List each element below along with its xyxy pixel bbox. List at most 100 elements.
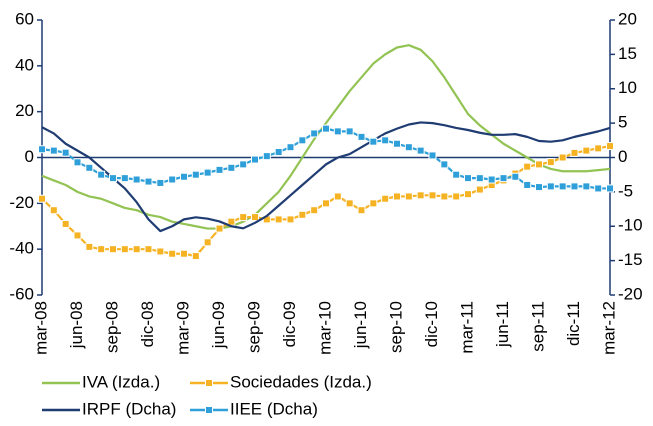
data-point <box>286 143 295 152</box>
data-point <box>310 206 319 215</box>
y2-tick-label: 0 <box>618 147 627 166</box>
data-point <box>546 182 555 191</box>
data-point <box>523 181 532 189</box>
data-point <box>416 146 425 155</box>
data-point <box>73 158 82 167</box>
data-point <box>85 242 94 251</box>
data-point <box>558 182 567 191</box>
data-point <box>333 127 342 136</box>
data-point <box>594 144 603 153</box>
data-point <box>144 177 153 186</box>
data-point <box>558 153 567 162</box>
x-tick-label: jun-10 <box>351 301 370 349</box>
data-point <box>120 174 129 183</box>
data-point <box>345 199 354 208</box>
data-point <box>109 245 117 254</box>
data-point <box>428 151 437 160</box>
x-tick-label: mar-08 <box>31 301 50 355</box>
legend-item: IIEE (Dcha) <box>190 399 318 418</box>
data-point <box>606 184 614 193</box>
data-point <box>49 206 58 215</box>
x-tick-label: dic-10 <box>422 301 441 347</box>
data-point <box>464 174 472 183</box>
data-point <box>168 249 177 258</box>
data-point <box>404 143 413 152</box>
data-point <box>203 238 212 247</box>
data-point <box>120 245 129 254</box>
data-point <box>487 175 496 184</box>
y-tick-label: 20 <box>15 101 34 120</box>
y2-tick-label: -20 <box>618 284 643 303</box>
data-point <box>61 219 70 228</box>
data-point <box>97 245 106 254</box>
x-tick-label: jun-11 <box>493 301 512 348</box>
legend-label: IRPF (Dcha) <box>82 399 176 418</box>
data-point <box>97 170 106 179</box>
data-point <box>156 178 165 187</box>
data-point <box>310 129 319 138</box>
data-point <box>322 199 330 208</box>
y2-tick-label: -15 <box>618 250 643 269</box>
data-point <box>570 148 579 157</box>
data-point <box>132 175 141 184</box>
data-point <box>464 190 472 199</box>
data-point <box>606 142 614 151</box>
data-point <box>227 163 236 172</box>
series-line <box>41 121 611 233</box>
x-tick-label: mar-10 <box>315 301 334 355</box>
data-point <box>511 172 520 181</box>
data-point <box>191 170 200 179</box>
data-point <box>475 185 484 194</box>
data-point <box>393 139 401 148</box>
data-point <box>38 145 46 154</box>
data-point <box>582 182 591 191</box>
data-point <box>357 206 366 215</box>
y-tick-label: -60 <box>9 284 34 303</box>
data-point <box>61 148 70 157</box>
data-point <box>298 210 307 219</box>
data-point <box>404 192 413 201</box>
data-point <box>357 132 366 141</box>
data-point <box>369 199 378 208</box>
data-point <box>594 184 603 193</box>
legend-marker <box>205 379 213 387</box>
data-point <box>499 174 508 183</box>
y-tick-label: 0 <box>25 147 34 166</box>
y-tick-label: -20 <box>9 193 34 212</box>
x-tick-label: mar-12 <box>599 301 618 355</box>
data-point <box>416 191 425 200</box>
x-tick-label: mar-11 <box>457 301 476 354</box>
y2-tick-label: 15 <box>618 44 637 63</box>
data-point <box>322 124 330 133</box>
data-point <box>535 160 543 169</box>
x-tick-label: dic-09 <box>280 301 299 347</box>
data-point <box>452 192 461 201</box>
data-point <box>475 174 484 183</box>
legend-marker <box>205 406 213 414</box>
data-point <box>333 192 342 201</box>
data-point <box>251 155 259 164</box>
data-point <box>570 182 579 191</box>
data-point <box>156 247 165 256</box>
data-point <box>535 183 543 192</box>
legend-item: Sociedades (Izda.) <box>190 372 372 391</box>
data-point <box>251 213 259 222</box>
data-point <box>132 245 141 254</box>
y2-tick-label: 5 <box>618 113 627 132</box>
data-point <box>582 146 591 155</box>
x-tick-label: jun-08 <box>67 301 86 349</box>
data-point <box>345 127 354 136</box>
y2-tick-label: 20 <box>618 9 637 28</box>
legend-item: IRPF (Dcha) <box>42 399 176 418</box>
data-point <box>262 152 271 161</box>
y-tick-label: 60 <box>15 9 34 28</box>
series-line <box>41 44 611 230</box>
data-point <box>73 231 82 240</box>
x-tick-label: sep-08 <box>102 301 121 353</box>
data-point <box>180 172 188 181</box>
data-point <box>440 160 449 169</box>
data-point <box>546 158 555 167</box>
data-point <box>38 194 46 203</box>
y2-tick-label: -10 <box>618 216 643 235</box>
x-tick-label: dic-08 <box>138 301 157 347</box>
